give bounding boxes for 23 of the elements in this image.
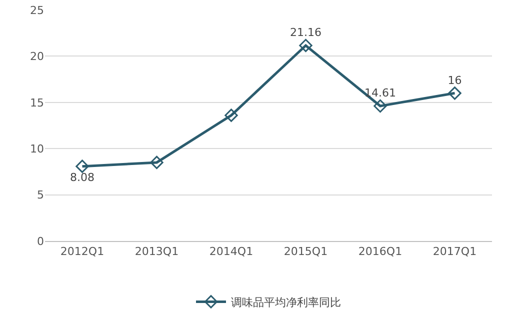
- point: [224, 108, 238, 122]
- data-label: 14.61: [364, 86, 396, 100]
- data-label: 8.08: [70, 171, 94, 184]
- y-tick-label: 20: [30, 50, 44, 64]
- point: [76, 160, 89, 173]
- point: [299, 38, 312, 52]
- x-tick-label: 2012Q1: [60, 245, 104, 258]
- y-tick-label: 10: [30, 142, 44, 156]
- x-tick-label: 2014Q1: [209, 245, 254, 258]
- data-label: 16: [448, 74, 462, 87]
- legend-label: 调味品平均净利率同比: [231, 296, 341, 309]
- y-tick-label: 25: [30, 4, 44, 17]
- x-tick-label: 2016Q1: [358, 245, 402, 258]
- x-tick-label: 2017Q1: [432, 245, 477, 258]
- point: [374, 99, 387, 113]
- y-tick-label: 15: [30, 96, 44, 110]
- point: [150, 156, 164, 170]
- x-tick-label: 2015Q1: [284, 245, 328, 258]
- x-tick-label: 2013Q1: [134, 245, 179, 258]
- point: [448, 86, 462, 100]
- data-label: 21.16: [290, 26, 322, 40]
- y-tick-label: 0: [37, 234, 44, 248]
- y-tick-label: 5: [37, 188, 44, 202]
